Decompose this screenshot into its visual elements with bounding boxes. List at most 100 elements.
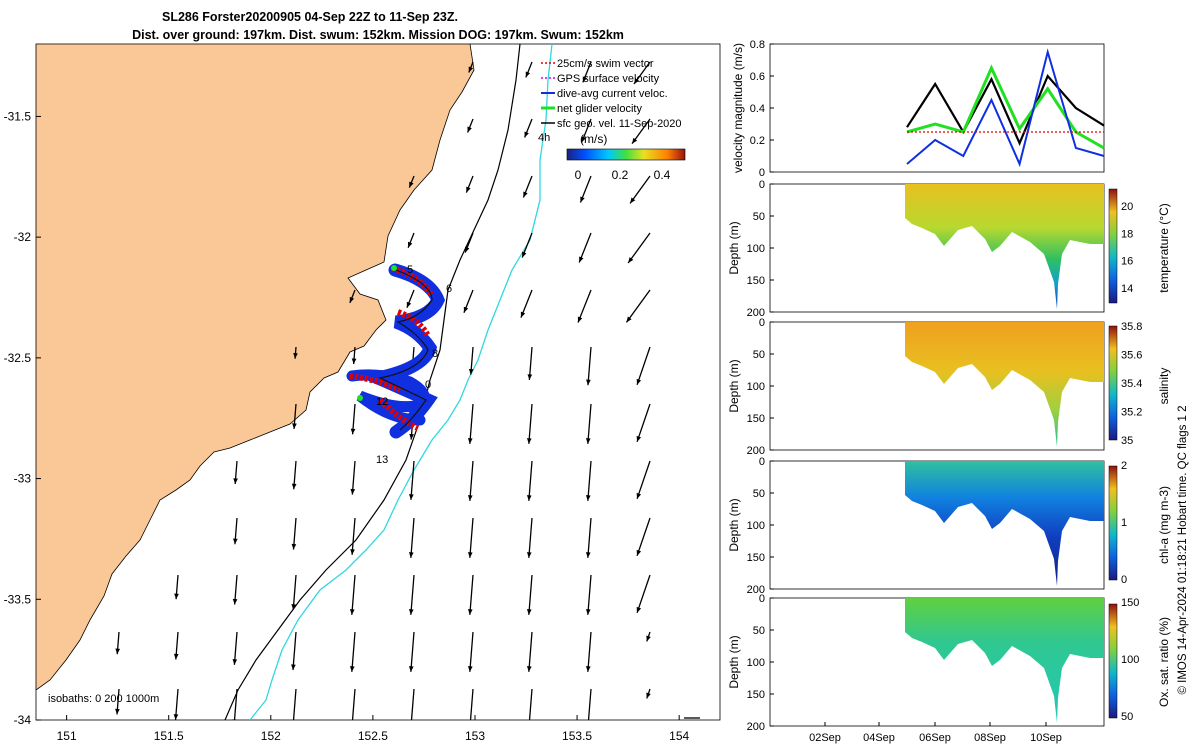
velocity-arrow [636,346,651,386]
map-y-ticks: -31.5 -32 -32.5 -33 -33.5 -34 [4,109,41,727]
panel-y-tick-label: 0.8 [750,39,765,51]
colorbar-tick: 0.2 [612,168,629,182]
panel-y-tick-label: 0 [759,179,765,191]
velocity-arrow [232,574,238,605]
velocity-arrow [646,688,651,699]
velocity-arrow [627,232,651,264]
legend-label: net glider velocity [557,103,642,115]
velocity-arrow [466,118,474,133]
panel-y-tick-label: 150 [747,275,765,287]
velocity-arrow [350,517,356,555]
velocity-arrow [585,574,592,615]
velocity-arrow [526,517,533,558]
colorbar-tick-label: 50 [1121,711,1133,723]
velocity-arrow [467,460,474,501]
panel-y-tick-label: 50 [753,211,765,223]
colorbar-tick-label: 100 [1121,654,1139,666]
time-tick-label: 10Sep [1030,732,1062,744]
map-x-tick-label: 153 [465,729,485,743]
isobath-200m [224,44,521,720]
isobath-1000m [249,44,553,720]
legend-label: dive-avg current veloc. [557,88,668,100]
velocity-arrow [520,289,533,318]
velocity-arrow [521,232,533,258]
velocity-arrow [293,346,298,359]
colorbar-tick-label: 35.4 [1121,378,1142,390]
velocity-arrow [408,517,415,558]
salinity-section [905,322,1104,447]
salinity-panel [769,321,1118,451]
colorbar-title: (m/s) [580,132,607,146]
velocity-arrow [349,574,356,615]
velocity-arrow [409,460,415,500]
map-y-tick-label: -33 [14,472,32,486]
velocity-arrow [291,631,297,671]
map-x-ticks: 151 151.5 152 152.5 153 153.5 154 [57,715,689,743]
velocity-line [906,64,1105,150]
velocity-arrow [465,175,474,193]
velocity-arrow [581,118,592,143]
velocity-arrow [349,631,356,672]
day-label: 0 [425,379,431,391]
velocity-arrow [291,574,297,610]
colorbar-tick-label: 35.8 [1121,321,1142,333]
velocity-arrow [463,289,474,313]
colorbar-tick: 0 [575,168,582,182]
velocity-arrow [524,118,533,138]
velocity-arrow [586,346,592,386]
time-tick-label: 08Sep [974,732,1006,744]
velocity-series [906,48,1105,168]
velocity-arrow [349,289,356,304]
velocity-arrow [350,460,356,495]
velocity-arrow [585,631,592,672]
map-y-tick-label: -33.5 [4,592,32,606]
velocity-arrow [115,631,121,655]
velocity-arrow [467,403,474,444]
legend-label: sfc geo. vel. 11-Sep-2020 [557,118,682,130]
velocity-arrow [467,631,474,672]
oxygen-panel [769,597,1118,727]
day-label: 8 [432,348,438,360]
velocity-arrow [410,688,415,720]
velocity-arrow [585,403,592,444]
velocity-arrow [528,688,533,720]
velocity-arrow [233,517,238,545]
panel-y-tick-label: 100 [747,243,765,255]
map-x-tick-label: 151.5 [154,729,184,743]
oxygen-section [905,598,1104,723]
panel-y-label: Depth (m) [727,221,741,274]
panel-y-tick-label: 50 [753,349,765,361]
panel-y-tick-label: 0.6 [750,71,765,83]
velocity-arrow [582,61,592,83]
panel-y-tick-label: 150 [747,552,765,564]
colorbar-tick-label: 2 [1121,460,1127,472]
colorbar-tick-label: 35.6 [1121,350,1142,362]
velocity-arrow [526,460,533,501]
panel-y-tick-label: 200 [747,445,765,457]
panel-y-label: Depth (m) [727,359,741,412]
velocity-arrow [467,574,474,615]
panel-y-tick-label: 100 [747,381,765,393]
velocity-arrow [646,631,651,642]
chlorophyll-section [905,461,1104,586]
velocity-arrow [467,517,474,558]
chlorophyll-colorbar [1108,465,1118,581]
velocity-arrow [351,346,357,365]
colorbar-tick-label: 1 [1121,517,1127,529]
temperature-colorbar [1108,188,1118,304]
velocity-arrow [351,688,356,720]
panel-y-tick-label: 0 [759,167,765,179]
map-x-tick-label: 152.5 [358,729,388,743]
map-y-tick-label: -32 [14,230,32,244]
velocity-arrow [633,61,651,85]
time-tick-label: 04Sep [863,732,895,744]
track-start-marker [391,265,397,271]
panel-y-label: velocity magnitude (m/s) [731,43,745,173]
glider-path-line [378,269,433,431]
velocity-arrow [585,517,592,558]
chart-subtitle: Dist. over ground: 197km. Dist. swum: 15… [132,28,624,42]
panel-y-tick-label: 50 [753,625,765,637]
day-label: 4h [538,132,550,144]
day-label: 13 [376,454,388,466]
map-plot: 151 151.5 152 152.5 153 153.5 154 -31.5 -32 -32.… [4,43,721,743]
